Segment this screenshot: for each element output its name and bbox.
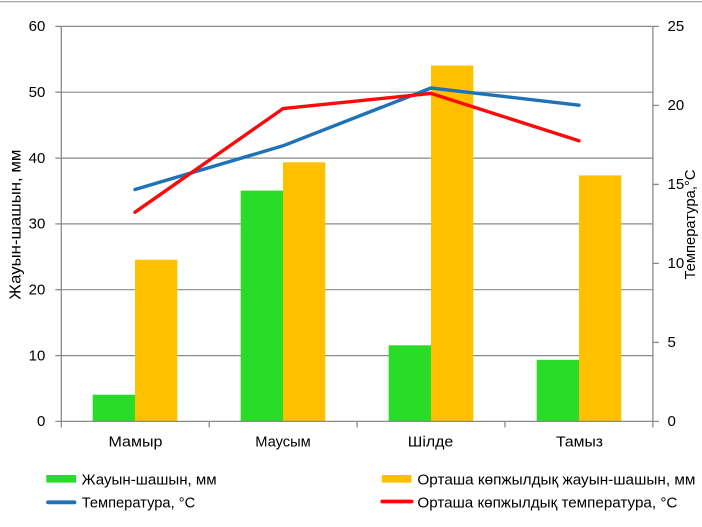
svg-text:Маусым: Маусым <box>255 434 311 451</box>
svg-text:25: 25 <box>668 18 685 35</box>
svg-text:0: 0 <box>668 413 676 430</box>
svg-text:15: 15 <box>668 176 685 193</box>
svg-text:Тамыз: Тамыз <box>556 434 603 451</box>
svg-text:Жауын-шашын, мм: Жауын-шашын, мм <box>82 471 217 488</box>
svg-text:20: 20 <box>29 282 46 299</box>
svg-text:40: 40 <box>29 150 46 167</box>
svg-text:60: 60 <box>29 18 46 35</box>
svg-text:Мамыр: Мамыр <box>109 434 163 451</box>
svg-text:50: 50 <box>29 84 46 101</box>
svg-text:Орташа көпжылдық температура,: Орташа көпжылдық температура, °С <box>417 495 677 512</box>
svg-text:10: 10 <box>29 347 46 364</box>
svg-text:Шілде: Шілде <box>408 434 454 451</box>
svg-text:Температура, °С: Температура, °С <box>82 495 196 512</box>
svg-text:Орташа көпжылдық жауын-шашын,: Орташа көпжылдық жауын-шашын, мм <box>417 471 695 488</box>
svg-text:30: 30 <box>29 216 46 233</box>
svg-text:Жауын-шашын, мм: Жауын-шашын, мм <box>8 150 25 300</box>
svg-text:Температура,°С: Температура,°С <box>682 169 699 279</box>
svg-text:5: 5 <box>668 334 676 351</box>
svg-text:20: 20 <box>668 97 685 114</box>
svg-text:10: 10 <box>668 255 685 272</box>
svg-text:0: 0 <box>37 413 45 430</box>
